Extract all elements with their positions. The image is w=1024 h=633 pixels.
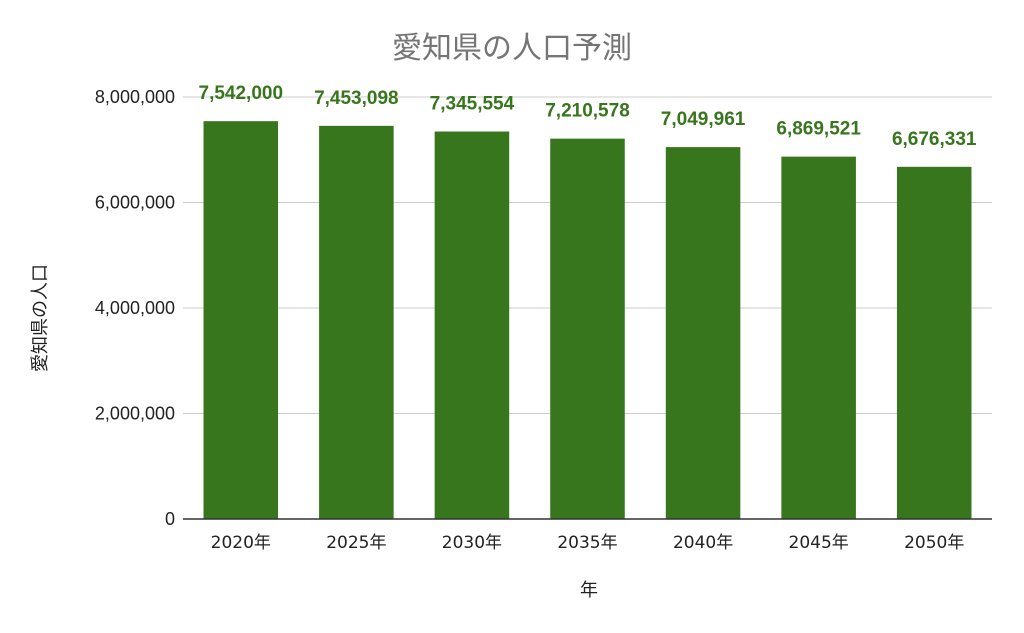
chart-title: 愛知県の人口予測 — [392, 31, 632, 66]
x-tick-labels: 2020年 2025年 2030年 2035年 2040年 2045年 2050年 — [211, 533, 965, 553]
x-tick-label: 2025年 — [326, 533, 386, 553]
data-label: 6,869,521 — [776, 119, 861, 140]
y-tick-label: 2,000,000 — [95, 404, 175, 424]
bar — [434, 131, 510, 519]
bars — [203, 121, 972, 520]
data-label: 7,049,961 — [661, 109, 746, 130]
data-label: 6,676,331 — [892, 129, 977, 150]
bar — [896, 166, 972, 519]
y-tick-label: 0 — [165, 509, 175, 529]
y-tick-label: 6,000,000 — [95, 193, 175, 213]
bar — [665, 147, 741, 519]
bar — [319, 125, 394, 519]
x-tick-label: 2030年 — [442, 533, 502, 553]
y-tick-labels: 0 2,000,000 4,000,000 6,000,000 8,000,000 — [95, 87, 175, 529]
data-label: 7,345,554 — [430, 94, 515, 115]
data-label: 7,210,578 — [545, 101, 630, 122]
y-tick-label: 4,000,000 — [95, 298, 175, 318]
y-tick-label: 8,000,000 — [95, 87, 175, 107]
x-tick-label: 2050年 — [904, 533, 964, 553]
x-tick-label: 2040年 — [673, 533, 733, 553]
x-tick-label: 2035年 — [557, 533, 617, 553]
x-axis-label: 年 — [580, 580, 598, 601]
data-label: 7,542,000 — [199, 83, 284, 104]
y-axis-label: 愛知県の人口 — [30, 264, 51, 372]
bar — [203, 121, 279, 520]
bar — [781, 156, 856, 520]
bar — [550, 138, 625, 519]
x-tick-label: 2045年 — [789, 533, 849, 553]
data-labels: 7,542,000 7,453,098 7,345,554 7,210,578 7,04… — [199, 83, 977, 150]
data-label: 7,453,098 — [314, 88, 399, 109]
x-tick-label: 2020年 — [211, 533, 271, 553]
